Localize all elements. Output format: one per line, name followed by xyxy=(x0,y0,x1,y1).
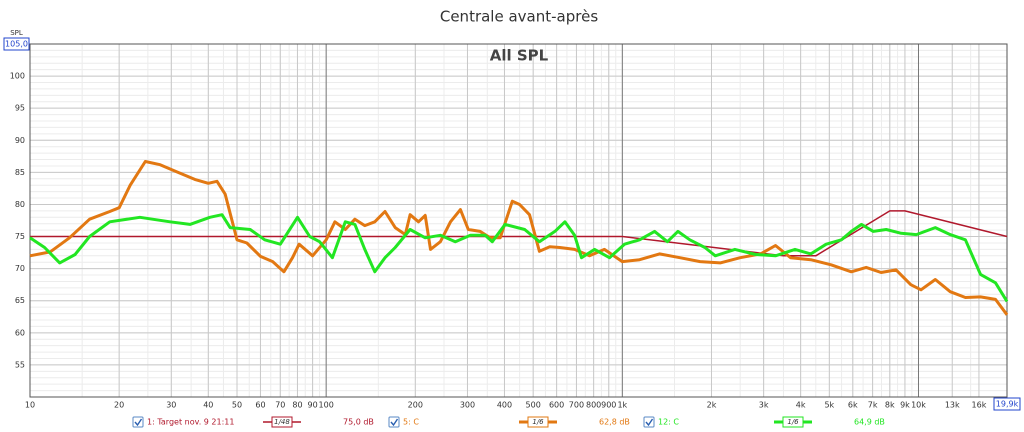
x-tick-label: 70 xyxy=(275,401,285,410)
annotation: All SPL xyxy=(490,47,549,65)
series-line xyxy=(29,213,1009,303)
x-tick-label: 800 xyxy=(586,401,601,410)
x-tick-label: 9k xyxy=(900,401,910,410)
x-tick-label: 7k xyxy=(868,401,878,410)
chart-title: Centrale avant-après xyxy=(440,8,598,26)
legend-smoothing: 1/6 xyxy=(532,418,544,426)
legend-smoothing-box xyxy=(527,416,549,428)
y-tick-label: 100 xyxy=(10,72,25,81)
x-tick-label: 20 xyxy=(114,401,124,410)
legend-check xyxy=(134,418,143,427)
x-tick-label: 90 xyxy=(308,401,318,410)
y-tick-label: 90 xyxy=(15,136,25,145)
series-line xyxy=(30,210,1008,257)
y-limit-box xyxy=(3,37,30,51)
legend-value: 75,0 dB xyxy=(343,418,374,427)
legend-value: 64,9 dB xyxy=(854,418,885,427)
y-tick-label: 65 xyxy=(15,296,25,305)
legend-smoothing-box xyxy=(271,416,293,428)
legend-check xyxy=(645,418,654,427)
x-tick-label: 16k xyxy=(972,401,987,410)
x-tick-label: 700 xyxy=(569,401,584,410)
x-tick-label: 40 xyxy=(203,401,213,410)
x-tick-label: 50 xyxy=(232,401,242,410)
x-tick-label: 1k xyxy=(617,401,627,410)
legend-smoothing: 1/48 xyxy=(274,418,290,426)
legend-smoothing: 1/6 xyxy=(787,418,799,426)
y-tick-label: 80 xyxy=(15,200,25,209)
x-tick-label: 200 xyxy=(408,401,423,410)
legend-value: 62,8 dB xyxy=(599,418,630,427)
x-tick-label: 400 xyxy=(497,401,512,410)
x-tick-label: 5k xyxy=(824,401,834,410)
y-tick-label: 95 xyxy=(15,104,25,113)
legend-smoothing-box xyxy=(782,416,804,428)
x-tick-label: 2k xyxy=(707,401,717,410)
y-tick-label: 70 xyxy=(15,264,25,273)
x-tick-label: 900 xyxy=(601,401,616,410)
legend-entry[interactable]: 12: C 1/6 64,9 dB xyxy=(643,416,885,428)
x-tick-label: 30 xyxy=(166,401,176,410)
series-line xyxy=(29,160,1009,316)
legend-entry[interactable]: 1: Target nov. 9 21:11 1/48 75,0 dB xyxy=(132,416,374,428)
plot-frame xyxy=(29,43,1008,398)
legend-check xyxy=(390,418,399,427)
y-tick-label: 60 xyxy=(15,328,25,337)
x-tick-label: 6k xyxy=(848,401,858,410)
x-tick-label: 10k xyxy=(911,401,926,410)
y-tick-label: 55 xyxy=(15,360,25,369)
x-tick-label: 600 xyxy=(549,401,564,410)
x-tick-label: 500 xyxy=(526,401,541,410)
x-tick-label: 300 xyxy=(460,401,475,410)
x-tick-label: 10 xyxy=(25,401,35,410)
x-tick-label: 80 xyxy=(292,401,302,410)
x-tick-label: 3k xyxy=(759,401,769,410)
y-tick-label: 75 xyxy=(15,232,25,241)
x-tick-label: 100 xyxy=(319,401,334,410)
y-tick-label: 105,0 xyxy=(5,40,28,49)
y-tick-label: 85 xyxy=(15,168,25,177)
legend-name: 1: Target nov. 9 21:11 xyxy=(147,418,234,427)
x-tick-label: 4k xyxy=(796,401,806,410)
x-tick-label: 19,9k xyxy=(996,400,1019,409)
legend-name: 12: C xyxy=(658,418,679,427)
y-axis-label: SPL xyxy=(10,29,23,37)
legend-name: 5: C xyxy=(403,418,419,427)
x-tick-label: 13k xyxy=(945,401,960,410)
x-limit-box xyxy=(993,397,1021,411)
x-tick-label: 8k xyxy=(885,401,895,410)
x-tick-label: 60 xyxy=(255,401,265,410)
legend-entry[interactable]: 5: C 1/6 62,8 dB xyxy=(388,416,630,428)
